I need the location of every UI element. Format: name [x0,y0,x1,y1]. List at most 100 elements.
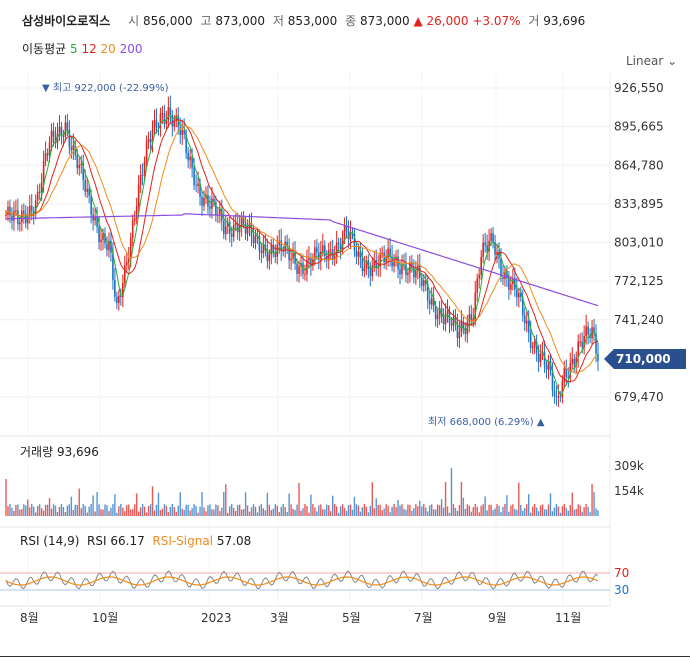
candle-body [147,139,150,142]
volume-bar [429,505,431,516]
volume-bar [183,509,185,516]
volume-bar [187,504,189,516]
volume-bar [310,494,312,516]
volume-bar [266,492,269,516]
candle-body [94,216,96,221]
volume-bar [320,504,322,516]
volume-bar [306,506,308,516]
volume-bar [217,505,219,516]
candle-body [456,323,459,338]
volume-bar [21,509,23,516]
volume-bar [94,511,96,516]
volume-bar [278,512,280,516]
volume-bar [425,507,427,516]
volume-bar [96,492,98,516]
candle-body [525,320,528,324]
candle-body [470,314,473,321]
volume-bar [29,507,31,516]
candle-body [23,210,25,214]
candle-body [539,353,542,363]
candle-body [21,210,23,223]
ma-legend[interactable]: 이동평균 5 12 20 200 [22,40,143,57]
volume-bar [333,504,336,516]
candle-body [167,107,170,121]
volume-bar [413,508,415,516]
volume-bar [34,512,37,516]
candle-body [290,258,292,261]
volume-bar [395,507,397,516]
volume-bar [52,504,55,516]
volume-bar [508,511,510,516]
candle-body [486,245,488,252]
candle-body [292,252,294,259]
volume-bar [225,484,227,516]
volume-value: 93,696 [543,14,586,28]
candle-body [450,323,453,326]
candle-body [444,313,447,325]
candle-body [583,336,585,347]
volume-bar [130,509,132,516]
volume-bar [270,510,273,516]
candle-body [531,346,534,348]
candle-body [38,191,41,193]
volume-bar [389,512,391,516]
candle-body [68,129,71,148]
candle-body [426,283,429,301]
volume-bar [213,509,215,516]
volume-bar [272,508,274,516]
volume-bar [98,504,100,516]
candle-body [175,115,178,122]
candle-body [254,235,257,244]
candle-body [424,280,427,284]
volume-bar [450,468,453,516]
volume-bar [377,504,379,516]
volume-bar [464,508,467,516]
candle-body [413,267,415,278]
candle-body [597,353,599,361]
volume-bar [504,504,506,516]
volume-bar [482,504,484,516]
candle-body [224,226,227,235]
candle-body [58,126,61,134]
ma-legend-label: 이동평균 [22,42,67,56]
change-percent: +3.07% [472,14,521,28]
candle-body [474,292,477,319]
volume-bar [282,504,284,516]
volume-bar [254,506,257,516]
candle-body [185,134,187,153]
volume-bar [577,504,579,516]
scale-selector[interactable]: Linear ⌄ [626,54,677,68]
volume-bar [391,506,393,516]
price-tick-label: 926,550 [614,81,664,95]
candle-body [236,223,239,233]
volume-bar [531,506,534,516]
volume-bar [100,509,102,516]
volume-bar [161,508,164,516]
candle-body [347,230,350,240]
volume-bar [147,505,150,516]
candle-body [153,120,156,130]
candle-body [551,370,554,391]
ma200-line [5,213,599,307]
candle-body [76,154,79,169]
volume-bar [375,498,377,516]
candle-body [268,254,271,262]
candle-body [70,147,73,151]
volume-bar [526,504,528,516]
ma12-line [5,118,599,383]
low-annotation: 최저 668,000 (6.29%) ▲ [428,416,545,428]
candle-body [272,245,275,253]
candle-body [415,270,417,278]
volume-bar [484,496,486,516]
volume-bar [436,504,439,516]
candle-body [506,271,508,279]
volume-bar [585,504,587,516]
volume-tick-label: 309k [614,459,644,473]
volume-bar [302,508,304,516]
candle-body [411,262,413,268]
volume-bar [345,510,348,516]
candle-body [407,272,409,276]
candle-body [80,163,83,166]
